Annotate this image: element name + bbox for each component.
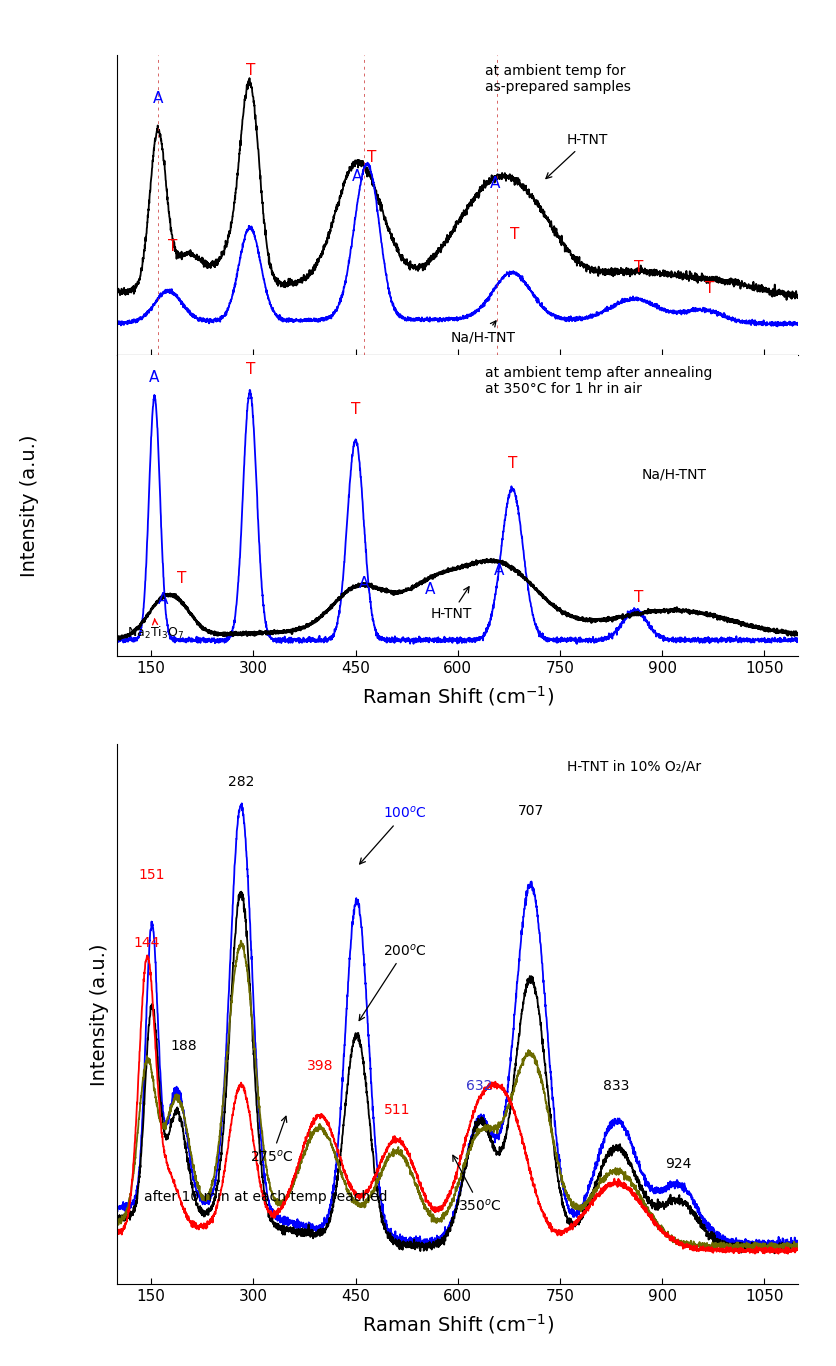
Text: 350$^o$C: 350$^o$C: [453, 1156, 502, 1213]
Text: at ambient temp after annealing
at 350°C for 1 hr in air: at ambient temp after annealing at 350°C…: [485, 366, 712, 396]
Text: T: T: [510, 228, 519, 242]
Text: 275$^o$C: 275$^o$C: [250, 1116, 293, 1164]
Text: 511: 511: [384, 1104, 410, 1117]
Text: T: T: [634, 590, 643, 605]
Text: 924: 924: [665, 1157, 691, 1171]
X-axis label: Raman Shift (cm$^{-1}$): Raman Shift (cm$^{-1}$): [362, 1313, 553, 1336]
Text: 833: 833: [604, 1079, 630, 1093]
Text: 398: 398: [307, 1059, 334, 1074]
Text: Na/H-TNT: Na/H-TNT: [451, 321, 516, 344]
Text: Na$_2$Ti$_3$O$_7$: Na$_2$Ti$_3$O$_7$: [127, 619, 184, 641]
Text: A: A: [158, 593, 169, 608]
Text: T: T: [507, 455, 517, 470]
Text: 707: 707: [517, 805, 543, 818]
Text: A: A: [359, 576, 369, 591]
Text: 200$^o$C: 200$^o$C: [359, 943, 426, 1020]
Text: 632: 632: [466, 1079, 492, 1093]
Text: A: A: [493, 563, 504, 578]
Text: T: T: [634, 261, 643, 276]
Text: T: T: [367, 150, 376, 165]
Text: 151: 151: [139, 867, 165, 882]
Text: T: T: [246, 362, 255, 377]
Text: H-TNT in 10% O₂/Ar: H-TNT in 10% O₂/Ar: [567, 759, 701, 773]
Text: 188: 188: [171, 1040, 197, 1053]
Text: A: A: [352, 169, 363, 184]
Text: T: T: [246, 63, 255, 78]
Text: T: T: [705, 281, 715, 296]
Text: Intensity (a.u.): Intensity (a.u.): [20, 434, 38, 576]
Text: T: T: [168, 239, 177, 254]
Text: T: T: [351, 402, 360, 417]
X-axis label: Raman Shift (cm$^{-1}$): Raman Shift (cm$^{-1}$): [362, 684, 553, 708]
Text: Na/H-TNT: Na/H-TNT: [642, 467, 706, 482]
Y-axis label: Intensity (a.u.): Intensity (a.u.): [89, 943, 109, 1086]
Text: 100$^o$C: 100$^o$C: [359, 805, 426, 863]
Text: H-TNT: H-TNT: [431, 587, 472, 622]
Text: 282: 282: [228, 775, 254, 788]
Text: A: A: [426, 582, 436, 597]
Text: after 10 min at each temp reached: after 10 min at each temp reached: [145, 1190, 388, 1203]
Text: T: T: [177, 571, 186, 586]
Text: H-TNT: H-TNT: [546, 133, 608, 179]
Text: A: A: [153, 92, 163, 107]
Text: A: A: [490, 176, 501, 191]
Text: at ambient temp for
as-prepared samples: at ambient temp for as-prepared samples: [485, 64, 631, 94]
Text: 144: 144: [134, 937, 161, 951]
Text: A: A: [150, 370, 160, 385]
